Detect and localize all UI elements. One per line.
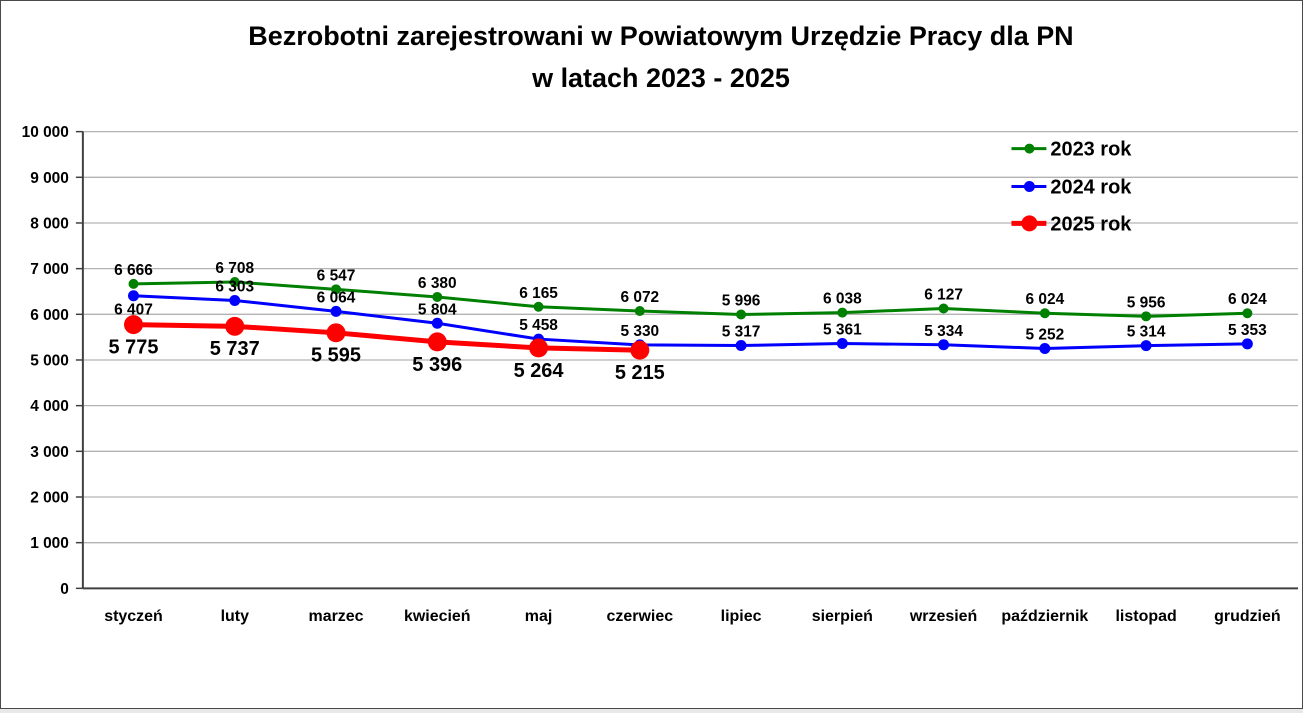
- y-axis-label: 9 000: [30, 170, 69, 187]
- data-point: [736, 309, 747, 320]
- data-point: [331, 284, 342, 295]
- series-line-2023-rok: [132, 280, 1249, 318]
- x-axis-label: marzec: [309, 608, 364, 625]
- data-label: 5 252: [1026, 327, 1065, 344]
- data-point: [225, 316, 245, 336]
- data-label: 5 996: [722, 293, 761, 310]
- data-point: [1039, 342, 1051, 354]
- data-label: 6 380: [418, 275, 457, 292]
- x-axis-label: kwiecień: [404, 608, 471, 625]
- data-label: 5 956: [1127, 294, 1166, 311]
- plot-area: 0 1 000 2 000 3 000 4 000 5 000 6 000 7 000 8 00…: [22, 124, 1299, 625]
- data-label: 5 595: [311, 345, 361, 367]
- data-label: 6 407: [114, 302, 153, 319]
- data-point: [529, 338, 549, 358]
- data-point: [124, 315, 143, 335]
- data-point: [229, 276, 240, 287]
- data-point: [634, 306, 645, 317]
- y-axis-label: 2 000: [30, 489, 69, 506]
- data-point: [1039, 308, 1050, 319]
- data-point: [533, 301, 544, 312]
- y-axis-label: 0: [60, 581, 69, 598]
- y-axis-label: 6 000: [30, 307, 69, 324]
- legend: 2023 rok 2024 rok 2025 rok: [1011, 139, 1132, 235]
- data-label: 5 215: [615, 362, 665, 384]
- y-axis-label: 1 000: [30, 535, 69, 552]
- data-label: 6 708: [215, 260, 254, 277]
- data-point: [1140, 340, 1152, 352]
- legend-label-2024: 2024 rok: [1050, 176, 1132, 198]
- data-point: [326, 323, 346, 343]
- data-label: 5 264: [514, 360, 564, 382]
- data-point: [735, 340, 747, 351]
- data-label: 5 775: [109, 337, 159, 359]
- x-axis-label: maj: [525, 608, 553, 625]
- data-point: [128, 278, 139, 289]
- data-label: 5 804: [418, 301, 457, 318]
- legend-label-2023: 2023 rok: [1050, 139, 1132, 161]
- x-axis-label: grudzień: [1214, 608, 1281, 625]
- series-line-2025-rok: [131, 322, 643, 353]
- data-label: 6 024: [1228, 291, 1267, 308]
- data-point: [330, 305, 342, 317]
- x-axis-label: wrzesień: [909, 608, 977, 625]
- data-label: 6 165: [519, 285, 558, 302]
- y-axis-label: 10 000: [22, 124, 69, 141]
- data-label: 5 317: [722, 324, 761, 341]
- data-label: 6 303: [215, 279, 254, 296]
- legend-item-2024: 2024 rok: [1011, 176, 1132, 198]
- chart-title-line2: w latach 2023 - 2025: [531, 63, 790, 93]
- series-line-2024-rok: [132, 294, 1249, 350]
- data-label: 5 353: [1228, 322, 1267, 339]
- x-axis-label: luty: [221, 608, 250, 625]
- x-axis-label: lipiec: [721, 608, 762, 625]
- data-point: [630, 340, 650, 360]
- data-point: [1242, 308, 1253, 319]
- data-point: [427, 332, 447, 352]
- data-point: [1241, 338, 1253, 350]
- data-label: 5 396: [412, 354, 462, 376]
- data-label: 5 737: [210, 338, 260, 360]
- data-point: [128, 290, 139, 302]
- data-point: [938, 303, 949, 314]
- y-axis-label: 5 000: [30, 352, 69, 369]
- y-axis-label: 4 000: [30, 398, 69, 415]
- data-point: [1141, 311, 1152, 322]
- chart-title-line1: Bezrobotni zarejestrowani w Powiatowym U…: [248, 21, 1073, 51]
- x-axis-label: czerwiec: [607, 608, 674, 625]
- x-axis-label: sierpień: [812, 608, 873, 625]
- data-label: 5 330: [620, 323, 659, 340]
- data-label: 5 361: [823, 322, 862, 339]
- data-label: 5 458: [519, 317, 558, 334]
- data-label: 6 038: [823, 291, 862, 308]
- data-point: [431, 317, 443, 329]
- x-axis-label: październik: [1001, 608, 1088, 625]
- legend-marker-2024-icon: [1023, 180, 1035, 192]
- data-label: 5 314: [1127, 324, 1166, 341]
- data-point: [432, 291, 443, 302]
- data-label: 5 334: [924, 323, 963, 340]
- y-axis-label: 8 000: [30, 215, 69, 232]
- legend-item-2023: 2023 rok: [1011, 139, 1132, 161]
- legend-marker-2023-icon: [1024, 143, 1035, 154]
- data-label: 6 666: [114, 262, 153, 279]
- data-label: 6 024: [1026, 291, 1065, 308]
- legend-label-2025: 2025 rok: [1050, 213, 1132, 235]
- x-axis-label: listopad: [1116, 608, 1177, 625]
- legend-marker-2025-icon: [1021, 215, 1038, 232]
- data-point: [836, 338, 848, 349]
- data-label: 6 064: [317, 289, 356, 306]
- data-label: 6 072: [620, 289, 659, 306]
- data-label: 6 127: [924, 287, 963, 304]
- y-axis-label: 3 000: [30, 444, 69, 461]
- y-axis-label: 7 000: [30, 261, 69, 278]
- legend-item-2025: 2025 rok: [1011, 213, 1132, 235]
- x-axis-label: styczeń: [104, 608, 163, 625]
- data-point: [938, 339, 950, 351]
- data-point: [837, 307, 848, 318]
- data-point: [229, 294, 241, 306]
- data-label: 6 547: [317, 267, 356, 284]
